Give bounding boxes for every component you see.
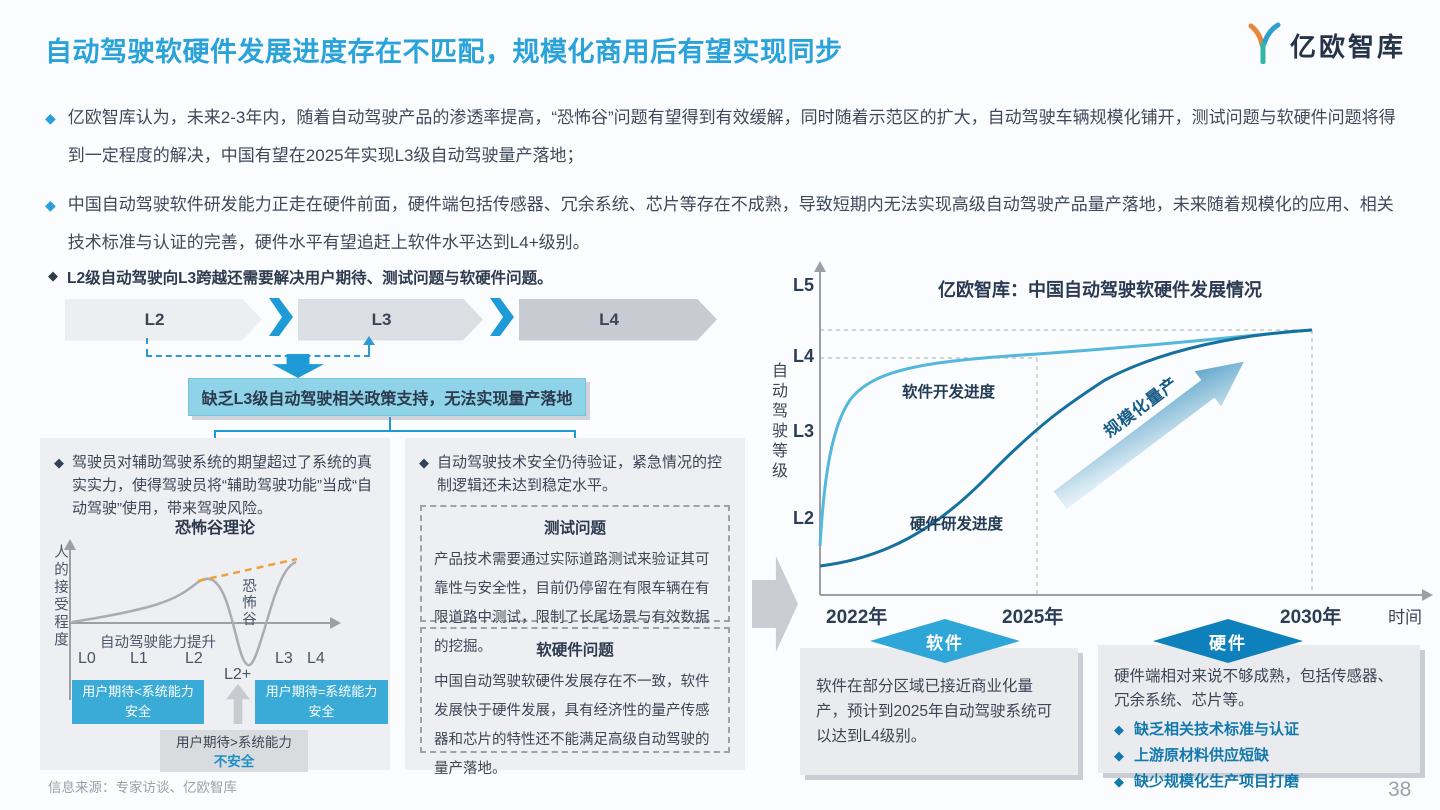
ytick-l5: L5 [792, 275, 814, 295]
test-issue-text: 产品技术需要通过实际道路测试来验证其可靠性与安全性，目前仍停留在有限车辆在有限道… [434, 552, 710, 655]
swhw-issue-title: 软硬件问题 [536, 642, 614, 659]
dashed-connector [368, 345, 370, 355]
development-chart: 亿欧智库：中国自动驾驶软硬件发展情况 自动驾驶等级 L5 L4 L3 L2 软件… [760, 258, 1440, 628]
diamond-bullet-icon [1114, 772, 1124, 791]
tick-l2plus: L2+ [224, 666, 252, 683]
valley-label: 恐怖谷 [240, 578, 256, 628]
roadmap-heading-text: L2级自动驾驶向L3跨越还需要解决用户期待、测试问题与软硬件问题。 [67, 270, 553, 287]
hardware-bullet-3-text: 缺少规模化生产项目打磨 [1134, 773, 1300, 790]
diamond-bullet-icon [54, 451, 64, 520]
uncanny-valley-chart [64, 539, 341, 700]
safe-right-line2: 安全 [308, 704, 335, 719]
dashed-connector [146, 355, 370, 357]
swhw-issue-box: 软硬件问题 中国自动驾驶软硬件发展存在不一致，软件发展快于硬件发展，具有经济性的… [420, 627, 730, 777]
page-number: 38 [1388, 778, 1412, 801]
key-point-2-text: 中国自动驾驶软件研发能力正走在硬件前面，硬件端包括传感器、冗余系统、芯片等存在不… [67, 195, 1394, 252]
diamond-bullet-icon [48, 266, 58, 288]
hardware-callout: 硬件端相对来说不够成熟，包括传感器、冗余系统、芯片等。 缺乏相关技术标准与认证 … [1098, 645, 1420, 790]
uncanny-valley-panel: 驾驶员对辅助驾驶系统的期望超过了系统的真实实力，使得驾驶员将“辅助驾驶功能”当成… [40, 438, 390, 772]
arrow-up-icon [363, 336, 375, 345]
y-axis-title: 自动驾驶等级 [769, 362, 786, 482]
bracket-connector [389, 417, 391, 430]
hardware-bullet-2: 上游原材料供应短缺 [1098, 746, 1420, 765]
swhw-issue-text: 中国自动驾驶软硬件发展存在不一致，软件发展快于硬件发展，具有经济性的量产传感器和… [434, 674, 710, 777]
development-chart-canvas [814, 261, 1433, 601]
key-point-1-text: 亿欧智库认为，未来2-3年内，随着自动驾驶产品的渗透率提高，“恐怖谷”问题有望得… [67, 108, 1396, 165]
policy-banner: 缺乏L3级自动驾驶相关政策支持，无法实现量产落地 [188, 378, 586, 416]
tick-l2: L2 [185, 650, 203, 667]
uncanny-paragraph-text: 驾驶员对辅助驾驶系统的期望超过了系统的真实实力，使得驾驶员将“辅助驾驶功能”当成… [72, 454, 373, 517]
hardware-bullet-2-text: 上游原材料供应短缺 [1134, 747, 1270, 764]
unsafe-line2: 不安全 [213, 754, 255, 769]
level-roadmap: L2 L3 L4 [65, 296, 717, 343]
bracket-connector [574, 430, 576, 439]
level-l4-arrow: L4 [519, 299, 717, 341]
page-title: 自动驾驶软硬件发展进度存在不匹配，规模化商用后有望实现同步 [45, 37, 843, 67]
test-issue-title: 测试问题 [543, 520, 606, 537]
uncanny-paragraph: 驾驶员对辅助驾驶系统的期望超过了系统的真实实力，使得驾驶员将“辅助驾驶功能”当成… [40, 438, 390, 520]
brand-logo-icon [1244, 22, 1284, 69]
uncanny-chart-title: 恐怖谷理论 [174, 520, 255, 537]
level-l2-arrow: L2 [65, 299, 262, 341]
software-callout: 软件在部分区域已接近商业化量产，预计到2025年自动驾驶系统可以达到L4级别。 [800, 648, 1078, 775]
safe-left-box: 用户期待<系统能力 安全 [72, 680, 204, 724]
safe-right-line1: 用户期待=系统能力 [265, 684, 378, 699]
arrow-down-icon [272, 354, 324, 378]
unsafe-line1: 用户期待>系统能力 [176, 735, 292, 750]
safe-right-box: 用户期待=系统能力 安全 [255, 680, 388, 724]
issues-panel: 自动驾驶技术安全仍待验证，紧急情况的控制逻辑还未达到稳定水平。 测试问题 产品技… [405, 438, 745, 777]
tick-l3: L3 [275, 650, 293, 667]
test-issue-box: 测试问题 产品技术需要通过实际道路测试来验证其可靠性与安全性，目前仍停留在有限车… [420, 505, 730, 655]
bracket-connector [214, 430, 576, 432]
diamond-bullet-icon [1114, 746, 1124, 765]
tick-l4: L4 [307, 650, 325, 667]
tick-l0: L0 [78, 650, 96, 667]
tick-l1: L1 [130, 650, 148, 667]
unsafe-box: 用户期待>系统能力 不安全 [160, 730, 308, 772]
ytick-l3: L3 [792, 421, 814, 441]
uncanny-x-axis-label: 自动驾驶能力提升 [100, 635, 216, 651]
ytick-l4: L4 [792, 346, 814, 366]
software-curve-label: 软件开发进度 [902, 384, 996, 401]
scaling-arrow [1053, 361, 1244, 509]
diamond-bullet-icon [1114, 720, 1124, 739]
brand-logo-text: 亿欧智库 [1290, 32, 1407, 62]
hardware-bullet-3: 缺少规模化生产项目打磨 [1098, 772, 1420, 791]
hardware-curve-label: 硬件研发进度 [910, 516, 1004, 533]
hardware-bullet-1: 缺乏相关技术标准与认证 [1098, 720, 1420, 739]
software-curve [818, 328, 1313, 547]
key-point-1: 亿欧智库认为，未来2-3年内，随着自动驾驶产品的渗透率提高，“恐怖谷”问题有望得… [45, 99, 1407, 175]
x-axis-title: 时间 [1388, 608, 1422, 627]
brand-logo: 亿欧智库 [1244, 22, 1406, 69]
xtick-2022: 2022年 [826, 607, 888, 628]
level-l3-arrow: L3 [298, 299, 483, 341]
issues-paragraph-text: 自动驾驶技术安全仍待验证，紧急情况的控制逻辑还未达到稳定水平。 [437, 454, 723, 494]
diamond-bullet-icon [45, 99, 56, 175]
uncanny-y-axis-label: 人的接受程度 [52, 544, 68, 649]
acceptance-curve [71, 560, 297, 667]
development-chart-title: 亿欧智库：中国自动驾驶软硬件发展情况 [938, 280, 1262, 300]
source-note: 信息来源：专家访谈、亿欧智库 [48, 780, 237, 795]
diamond-bullet-icon [45, 186, 56, 262]
ytick-l2: L2 [792, 508, 814, 528]
software-callout-text: 软件在部分区域已接近商业化量产，预计到2025年自动驾驶系统可以达到L4级别。 [816, 678, 1052, 745]
hardware-curve [819, 328, 1313, 568]
roadmap-heading: L2级自动驾驶向L3跨越还需要解决用户期待、测试问题与软硬件问题。 [48, 266, 553, 288]
safe-left-line1: 用户期待<系统能力 [82, 684, 194, 699]
chevron-right-icon [487, 296, 515, 343]
xtick-2025: 2025年 [1002, 607, 1064, 628]
issues-paragraph: 自动驾驶技术安全仍待验证，紧急情况的控制逻辑还未达到稳定水平。 [405, 438, 745, 497]
bracket-connector [214, 430, 216, 439]
key-point-2: 中国自动驾驶软件研发能力正走在硬件前面，硬件端包括传感器、冗余系统、芯片等存在不… [45, 186, 1407, 262]
expectation-dashed-line [197, 557, 298, 583]
xtick-2030: 2030年 [1280, 607, 1342, 628]
diamond-bullet-icon [419, 451, 429, 497]
hardware-callout-text: 硬件端相对来说不够成熟，包括传感器、冗余系统、芯片等。 [1114, 668, 1394, 709]
dashed-connector [146, 338, 148, 355]
hardware-bullet-1-text: 缺乏相关技术标准与认证 [1134, 721, 1300, 738]
chevron-right-icon [266, 296, 294, 343]
safe-left-line2: 安全 [124, 704, 151, 719]
